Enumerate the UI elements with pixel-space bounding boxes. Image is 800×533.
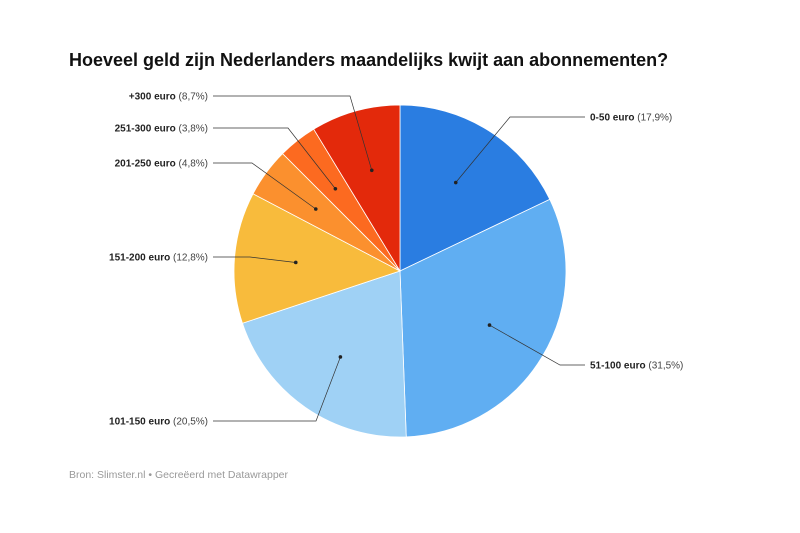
leader-dot (338, 355, 343, 359)
slice-category: 0-50 euro (590, 113, 637, 124)
pie-slice (313, 104, 401, 273)
leader-dot (487, 323, 492, 327)
slice-label: 251-300 euro (3,8%) (115, 124, 208, 135)
leader-dot (313, 207, 318, 211)
leader-line (213, 256, 296, 263)
slice-label: +300 euro (8,7%) (129, 92, 208, 103)
pie-slice (399, 198, 567, 438)
slice-label: 51-100 euro (31,5%) (590, 361, 683, 372)
leader-dot (333, 186, 338, 191)
slice-value: (12,8%) (173, 253, 208, 264)
slice-label: 151-200 euro (12,8%) (109, 253, 208, 264)
slice-label: 0-50 euro (17,9%) (590, 113, 672, 124)
leader-dot (293, 260, 298, 265)
leader-dot (453, 180, 458, 185)
slice-value: (8,7%) (179, 92, 208, 103)
slice-category: +300 euro (129, 92, 179, 103)
slice-category: 151-200 euro (109, 253, 173, 264)
leader-dot (369, 168, 374, 173)
slice-category: 51-100 euro (590, 361, 648, 372)
leader-line (213, 162, 316, 210)
leader-line (213, 356, 341, 422)
leader-line (489, 324, 585, 366)
slice-category: 101-150 euro (109, 417, 173, 428)
slice-value: (31,5%) (648, 361, 683, 372)
pie-slice (399, 104, 551, 272)
leader-line (213, 127, 336, 189)
chart-title: Hoeveel geld zijn Nederlanders maandelij… (69, 50, 669, 70)
slice-value: (3,8%) (179, 124, 208, 135)
pie-slice (233, 193, 402, 324)
chart-source: Bron: Slimster.nl • Gecreëerd met Datawr… (69, 469, 289, 481)
leader-line (455, 116, 585, 183)
leader-line (213, 95, 373, 171)
slice-category: 201-250 euro (115, 159, 179, 170)
slice-value: (20,5%) (173, 417, 208, 428)
slice-value: (17,9%) (637, 113, 672, 124)
slice-label: 101-150 euro (20,5%) (109, 417, 208, 428)
slice-label: 201-250 euro (4,8%) (115, 159, 208, 170)
slice-value: (4,8%) (179, 159, 208, 170)
pie-slice (241, 270, 407, 438)
slice-category: 251-300 euro (115, 124, 179, 135)
